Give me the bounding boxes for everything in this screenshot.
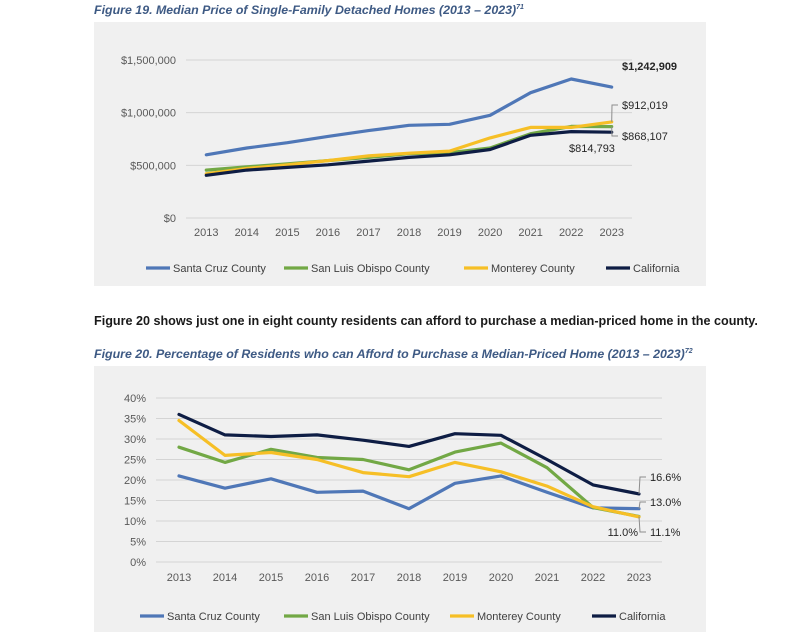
x-tick-label: 2020 [478, 227, 502, 239]
annotation-leader [638, 501, 646, 509]
figure-20-footnote: 72 [684, 347, 693, 355]
y-tick-label: 25% [124, 455, 146, 467]
legend-label-san-luis-obispo-county: San Luis Obispo County [311, 263, 430, 275]
annotation-leader [611, 126, 618, 137]
figure-19-title: Figure 19. Median Price of Single-Family… [94, 3, 524, 17]
figure-19-chart: $0 $500,000 $1,000,000 $1,500,000 2013 2014 20… [94, 22, 706, 286]
y-tick-label: $1,500,000 [121, 55, 176, 67]
series-line-santa-cruz-county [204, 77, 614, 157]
figure-20-title: Figure 20. Percentage of Residents who c… [94, 347, 693, 361]
x-tick-label: 2019 [437, 227, 461, 239]
x-tick-label: 2018 [397, 572, 421, 584]
data-label-santa-cruz-county: $1,242,909 [622, 61, 677, 73]
x-tick-label: 2022 [581, 572, 605, 584]
figure-19-svg: $0 $500,000 $1,000,000 $1,500,000 2013 2014 20… [121, 55, 680, 275]
data-label-santa-cruz-county: 13.0% [650, 497, 681, 509]
legend-label-monterey-county: Monterey County [491, 263, 575, 275]
x-tick-label: 2017 [351, 572, 375, 584]
x-tick-label: 2022 [559, 227, 583, 239]
legend-label-monterey-county: Monterey County [477, 611, 561, 623]
series-line-california [177, 412, 641, 496]
y-tick-label: 0% [130, 557, 146, 569]
x-tick-label: 2017 [356, 227, 380, 239]
x-tick-label: 2023 [599, 227, 623, 239]
x-tick-label: 2014 [213, 572, 237, 584]
y-tick-label: 5% [130, 537, 146, 549]
x-tick-label: 2021 [535, 572, 559, 584]
x-tick-label: 2023 [627, 572, 651, 584]
series-line-santa-cruz-county [177, 474, 641, 511]
figure-20-chart: 0% 5% 10% 15% 20% 25% 30% 35% 40% 2013 2014 2015 201… [94, 366, 706, 632]
legend-label-santa-cruz-county: Santa Cruz County [173, 263, 266, 275]
x-tick-label: 2016 [316, 227, 340, 239]
x-tick-label: 2013 [167, 572, 191, 584]
y-tick-label: 10% [124, 516, 146, 528]
series-line-monterey-county [204, 120, 614, 176]
data-label-san-luis-obispo-county: 11.1% [650, 527, 681, 539]
data-label-monterey-county: 11.0% [608, 527, 639, 539]
data-label-california: $814,793 [569, 143, 615, 155]
x-tick-label: 2015 [259, 572, 283, 584]
series-line-california [204, 129, 614, 177]
y-tick-label: 40% [124, 393, 146, 405]
legend-label-california: California [633, 263, 680, 275]
y-tick-label: 30% [124, 434, 146, 446]
y-tick-label: 15% [124, 496, 146, 508]
data-label-california: 16.6% [650, 472, 681, 484]
y-tick-label: $0 [164, 213, 176, 225]
figure-19-footnote: 71 [516, 3, 524, 11]
body-paragraph: Figure 20 shows just one in eight county… [94, 314, 758, 328]
annotation-leader [638, 476, 646, 494]
legend-label-san-luis-obispo-county: San Luis Obispo County [311, 611, 430, 623]
annotation-leader [611, 104, 618, 122]
series-line-monterey-county [177, 418, 641, 519]
data-label-monterey-county: $912,019 [622, 100, 668, 112]
y-tick-label: 35% [124, 414, 146, 426]
y-tick-label: 20% [124, 475, 146, 487]
legend-label-santa-cruz-county: Santa Cruz County [167, 611, 260, 623]
x-tick-label: 2019 [443, 572, 467, 584]
x-tick-label: 2015 [275, 227, 299, 239]
x-tick-label: 2013 [194, 227, 218, 239]
legend-label-california: California [619, 611, 666, 623]
x-tick-label: 2021 [518, 227, 542, 239]
y-tick-label: $1,000,000 [121, 108, 176, 120]
y-tick-label: $500,000 [130, 160, 176, 172]
annotation-leader [638, 516, 646, 533]
x-tick-label: 2020 [489, 572, 513, 584]
figure-20-svg: 0% 5% 10% 15% 20% 25% 30% 35% 40% 2013 2014 2015 201… [124, 393, 681, 623]
x-tick-label: 2014 [235, 227, 259, 239]
x-tick-label: 2018 [397, 227, 421, 239]
x-tick-label: 2016 [305, 572, 329, 584]
data-label-san-luis-obispo-county: $868,107 [622, 131, 668, 143]
